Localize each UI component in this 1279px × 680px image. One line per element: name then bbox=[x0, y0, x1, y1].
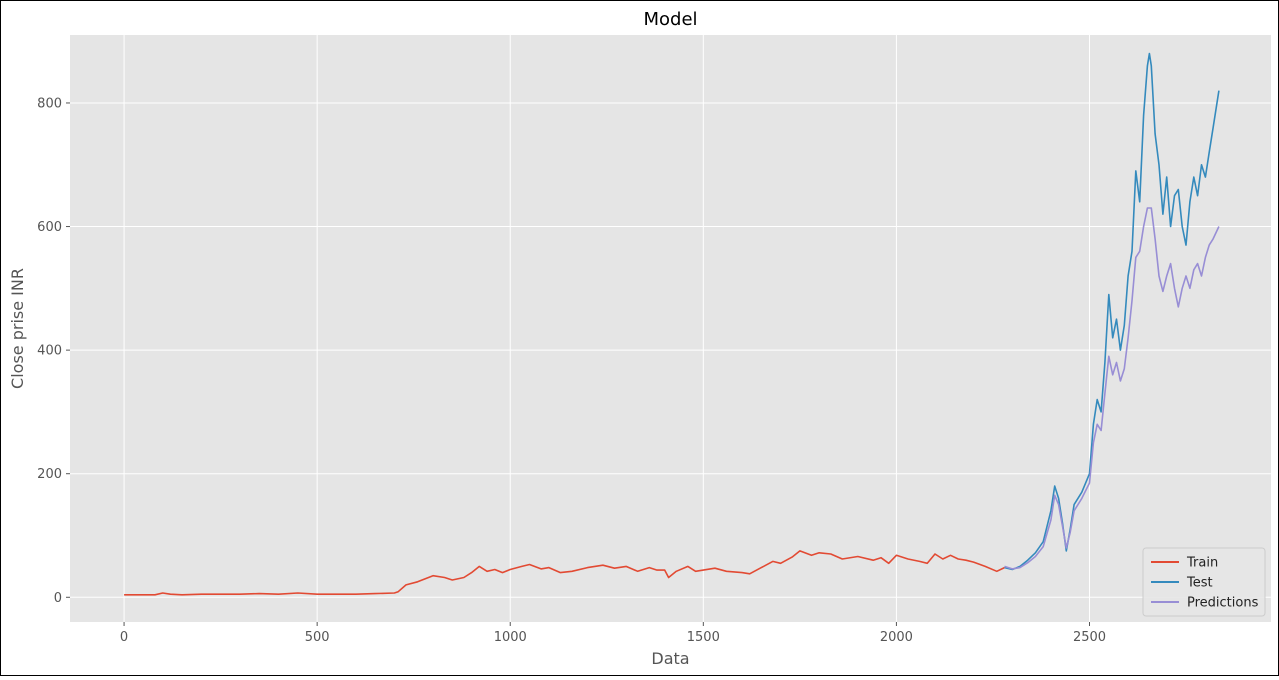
x-tick-label: 2500 bbox=[1073, 630, 1106, 645]
x-tick-label: 1000 bbox=[494, 630, 527, 645]
y-tick-label: 800 bbox=[37, 96, 62, 111]
x-tick-label: 1500 bbox=[687, 630, 720, 645]
legend: Train Test Predictions bbox=[1142, 547, 1266, 617]
legend-label: Predictions bbox=[1187, 596, 1259, 611]
y-tick-label: 200 bbox=[37, 467, 62, 482]
series-line-predictions bbox=[1004, 207, 1220, 570]
chart-title: Model bbox=[643, 9, 697, 30]
legend-label: Train bbox=[1186, 556, 1218, 571]
x-axis-label: Data bbox=[651, 649, 689, 668]
plot-area bbox=[70, 35, 1271, 622]
legend-box bbox=[1142, 547, 1266, 617]
x-tick-label: 0 bbox=[120, 630, 128, 645]
y-axis-label: Close prise INR bbox=[8, 268, 27, 389]
y-tick-label: 600 bbox=[37, 220, 62, 235]
x-tick-label: 500 bbox=[305, 630, 330, 645]
grid-lines bbox=[70, 35, 1271, 622]
y-tick-label: 0 bbox=[54, 591, 62, 606]
series-line-train bbox=[124, 550, 1005, 596]
series-line-test bbox=[1004, 52, 1220, 571]
x-axis-ticks: 0 500 1000 1500 2000 2500 bbox=[120, 622, 1106, 645]
y-tick-label: 400 bbox=[37, 344, 62, 359]
y-axis-ticks: 0 200 400 600 800 bbox=[37, 96, 70, 606]
legend-label: Test bbox=[1186, 576, 1213, 591]
series-lines bbox=[124, 52, 1220, 596]
x-tick-label: 2000 bbox=[880, 630, 913, 645]
